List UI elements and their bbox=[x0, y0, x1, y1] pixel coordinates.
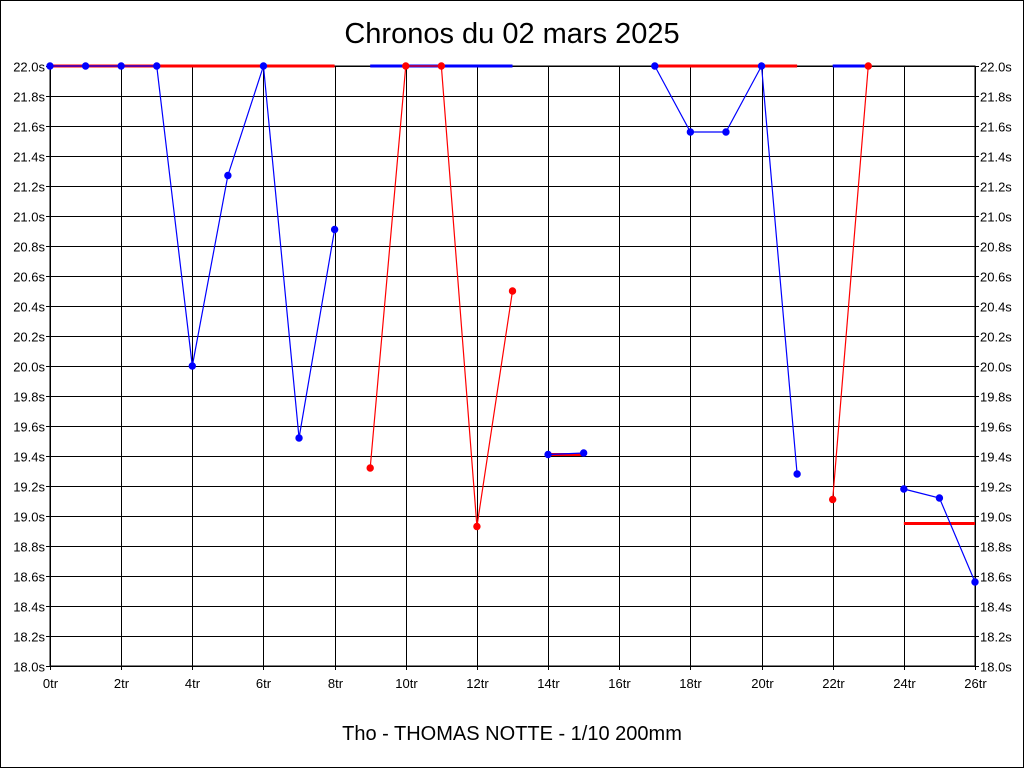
y-tick-label: 20.6s bbox=[13, 270, 45, 285]
y-tick-label: 18.0s bbox=[980, 660, 1012, 675]
y-tick-label: 19.4s bbox=[13, 450, 45, 465]
x-tick-label: 12tr bbox=[466, 676, 489, 691]
x-tick-label: 24tr bbox=[893, 676, 916, 691]
y-tick-label: 19.8s bbox=[13, 390, 45, 405]
data-point bbox=[295, 434, 303, 442]
y-tick-label: 21.8s bbox=[13, 90, 45, 105]
y-tick-label: 18.4s bbox=[980, 600, 1012, 615]
y-tick-label: 19.6s bbox=[980, 420, 1012, 435]
y-tick-label: 20.0s bbox=[980, 360, 1012, 375]
x-tick-label: 14tr bbox=[537, 676, 560, 691]
x-tick-label: 16tr bbox=[608, 676, 631, 691]
series-line bbox=[369, 65, 514, 527]
y-tick-labels-left: 22.0s 21.8s 21.6s 21.4s 21.2s 21.0s 20.8s 20.6s… bbox=[13, 60, 45, 675]
y-tick-label: 21.8s bbox=[980, 90, 1012, 105]
grid bbox=[46, 65, 979, 670]
data-point bbox=[366, 464, 374, 472]
y-tick-label: 21.6s bbox=[980, 120, 1012, 135]
y-tick-label: 20.2s bbox=[980, 330, 1012, 345]
data-point bbox=[117, 62, 125, 70]
y-tick-label: 19.2s bbox=[980, 480, 1012, 495]
y-tick-label: 20.2s bbox=[13, 330, 45, 345]
data-point bbox=[473, 522, 481, 531]
x-tick-label: 22tr bbox=[822, 676, 845, 691]
y-tick-label: 21.0s bbox=[980, 210, 1012, 225]
x-tick-label: 2tr bbox=[114, 676, 130, 691]
data-point bbox=[900, 485, 908, 493]
y-tick-label: 21.4s bbox=[980, 150, 1012, 165]
data-point bbox=[651, 62, 659, 70]
data-point bbox=[722, 128, 730, 136]
y-tick-label: 18.8s bbox=[13, 540, 45, 555]
y-tick-label: 18.6s bbox=[980, 570, 1012, 585]
data-point bbox=[971, 578, 979, 586]
data-point bbox=[864, 62, 872, 70]
chart-footer: Tho - THOMAS NOTTE - 1/10 200mm bbox=[342, 723, 682, 745]
y-tick-label: 19.8s bbox=[980, 390, 1012, 405]
y-tick-label: 19.0s bbox=[980, 510, 1012, 525]
y-tick-label: 20.4s bbox=[13, 300, 45, 315]
data-point bbox=[686, 128, 695, 136]
data-point bbox=[330, 225, 339, 234]
y-tick-label: 20.4s bbox=[980, 300, 1012, 315]
y-tick-label: 20.0s bbox=[13, 360, 45, 375]
data-point bbox=[828, 495, 837, 504]
y-tick-label: 18.2s bbox=[13, 630, 45, 645]
y-tick-label: 19.0s bbox=[13, 510, 45, 525]
y-tick-label: 21.6s bbox=[13, 120, 45, 135]
y-tick-label: 18.4s bbox=[13, 600, 45, 615]
y-tick-label: 21.2s bbox=[980, 180, 1012, 195]
x-tick-label: 26tr bbox=[964, 676, 987, 691]
x-tick-labels: 0tr 2tr 4tr 6tr 8tr 10tr 12tr 14tr 16tr 18tr 20tr 2… bbox=[43, 676, 987, 691]
x-tick-label: 0tr bbox=[43, 676, 59, 691]
y-tick-label: 20.8s bbox=[13, 240, 45, 255]
y-tick-label: 18.8s bbox=[980, 540, 1012, 555]
series-line bbox=[548, 452, 584, 456]
y-tick-label: 19.4s bbox=[980, 450, 1012, 465]
data-point bbox=[579, 449, 588, 457]
data-point bbox=[935, 494, 944, 502]
data-point bbox=[188, 362, 197, 370]
series-line bbox=[832, 65, 869, 500]
y-tick-label: 20.6s bbox=[980, 270, 1012, 285]
y-tick-label: 21.2s bbox=[13, 180, 45, 195]
data-points bbox=[46, 62, 979, 586]
series-lines bbox=[50, 63, 976, 583]
y-tick-label: 22.0s bbox=[980, 60, 1012, 75]
y-tick-label: 22.0s bbox=[13, 60, 45, 75]
x-tick-label: 6tr bbox=[256, 676, 272, 691]
data-point bbox=[508, 287, 517, 295]
data-point bbox=[402, 62, 410, 70]
y-tick-label: 18.2s bbox=[980, 630, 1012, 645]
series-line bbox=[654, 63, 798, 475]
data-point bbox=[793, 470, 801, 478]
y-tick-label: 18.0s bbox=[13, 660, 45, 675]
y-tick-label: 21.4s bbox=[13, 150, 45, 165]
data-point bbox=[437, 62, 446, 70]
series-line bbox=[903, 488, 976, 583]
data-point bbox=[153, 62, 161, 70]
data-point bbox=[544, 450, 552, 459]
chart-title: Chronos du 02 mars 2025 bbox=[344, 18, 679, 50]
x-tick-label: 20tr bbox=[751, 676, 774, 691]
x-tick-label: 18tr bbox=[679, 676, 702, 691]
data-point bbox=[224, 171, 232, 180]
data-point bbox=[259, 62, 268, 70]
data-point bbox=[46, 62, 54, 70]
data-point bbox=[81, 62, 90, 70]
y-tick-label: 20.8s bbox=[980, 240, 1012, 255]
y-tick-label: 21.0s bbox=[13, 210, 45, 225]
y-tick-labels-right: 22.0s 21.8s 21.6s 21.4s 21.2s 21.0s 20.8s 20.6s… bbox=[980, 60, 1012, 675]
x-tick-label: 4tr bbox=[185, 676, 201, 691]
x-tick-label: 8tr bbox=[328, 676, 344, 691]
y-tick-label: 19.6s bbox=[13, 420, 45, 435]
data-point bbox=[757, 62, 766, 70]
x-tick-label: 10tr bbox=[395, 676, 418, 691]
y-tick-label: 18.6s bbox=[13, 570, 45, 585]
y-tick-label: 19.2s bbox=[13, 480, 45, 495]
